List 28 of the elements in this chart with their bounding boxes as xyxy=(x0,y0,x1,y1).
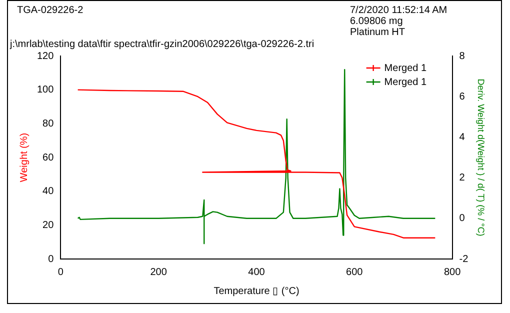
y2-tick-label: 6 xyxy=(459,91,466,102)
x-tick-label: 800 xyxy=(444,266,462,278)
y2-tick-label: 0 xyxy=(459,213,466,224)
y-tick-label: 80 xyxy=(42,118,54,130)
y2-tick-label: -2 xyxy=(459,254,469,265)
y2-axis-title: Deriv. Weight d(Weight ) / d( T) (% / °C) xyxy=(476,78,486,236)
x-tick-label: 600 xyxy=(346,266,364,278)
legend-label: Merged 1 xyxy=(384,62,427,74)
y-tick-label: 120 xyxy=(36,50,54,62)
text: 7/2/2020 11:52:14 AM xyxy=(350,5,448,16)
text: j:\mrlab\testing data\ftir spectra\tfir-gzin2006\029226\tga-029226-2.tri xyxy=(10,39,314,50)
legend-label: Merged 1 xyxy=(384,76,427,88)
y-axis-title: Weight (%) xyxy=(18,132,30,182)
y2-tick-label: 4 xyxy=(459,132,466,143)
x-axis-title: Temperature ▯ (°C) xyxy=(214,286,300,297)
y-tick-label: 40 xyxy=(42,186,54,198)
y-tick-label: 100 xyxy=(36,84,54,96)
y2-tick-label: 8 xyxy=(459,50,466,62)
x-tick-label: 200 xyxy=(150,266,168,278)
text: Platinum HT xyxy=(350,27,406,38)
y-tick-label: 0 xyxy=(48,254,54,265)
text: 6.09806 mg xyxy=(350,16,403,27)
x-tick-label: 400 xyxy=(248,266,266,278)
y2-tick-label: 2 xyxy=(459,172,466,184)
y-tick-label: 60 xyxy=(42,152,54,164)
y-tick-label: 20 xyxy=(42,220,54,231)
chart-title: TGA-029226-2 xyxy=(17,5,84,16)
x-tick-label: 0 xyxy=(58,266,64,278)
